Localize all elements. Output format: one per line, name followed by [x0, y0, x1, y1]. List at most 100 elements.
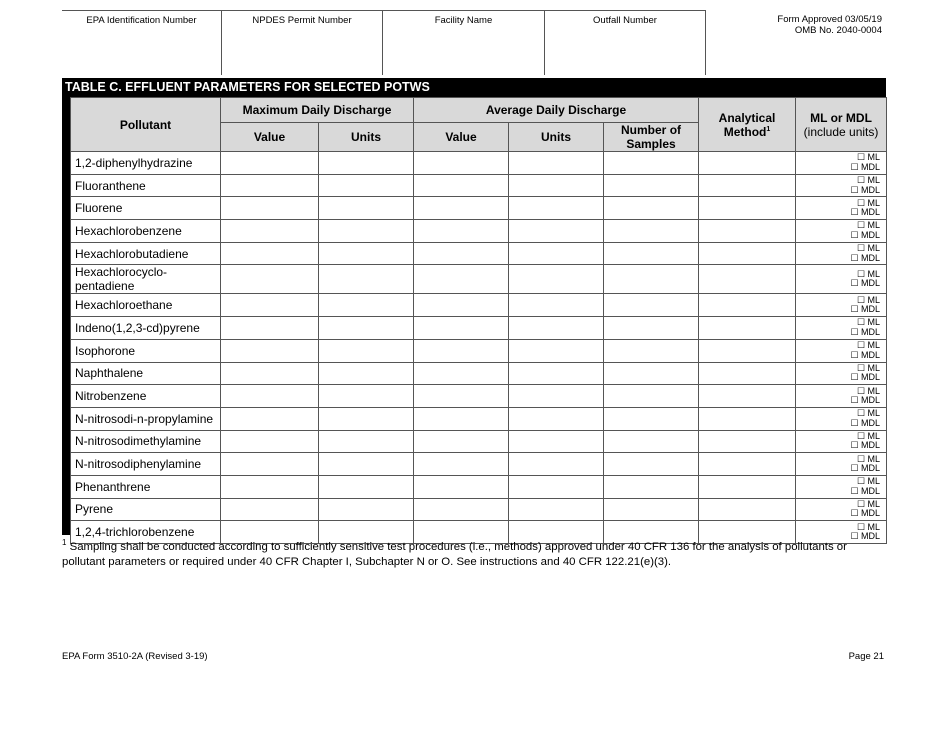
ml-checkbox[interactable]: ☐ ML — [856, 362, 881, 373]
max-value-cell[interactable] — [220, 173, 319, 198]
avg-value-cell[interactable] — [413, 474, 510, 499]
max-units-cell[interactable] — [317, 474, 415, 499]
avg-value-cell[interactable] — [413, 452, 510, 476]
avg-units-cell[interactable] — [508, 196, 605, 221]
analytical-method-cell[interactable] — [698, 406, 797, 431]
num-samples-cell[interactable] — [603, 264, 700, 295]
num-samples-cell[interactable] — [603, 338, 700, 363]
max-units-cell[interactable] — [317, 429, 415, 454]
avg-value-cell[interactable] — [413, 241, 510, 266]
analytical-method-cell[interactable] — [698, 196, 797, 221]
ml-checkbox[interactable]: ☐ ML — [856, 340, 881, 351]
num-samples-cell[interactable] — [603, 384, 700, 408]
avg-value-cell[interactable] — [413, 173, 510, 198]
mdl-checkbox[interactable]: ☐ MDL — [850, 207, 881, 218]
analytical-method-cell[interactable] — [698, 241, 797, 266]
max-value-cell[interactable] — [220, 293, 319, 318]
max-value-cell[interactable] — [220, 151, 319, 175]
avg-units-cell[interactable] — [508, 406, 605, 431]
avg-value-cell[interactable] — [413, 429, 510, 454]
ml-checkbox[interactable]: ☐ ML — [856, 243, 881, 254]
max-value-cell[interactable] — [220, 384, 319, 408]
ml-checkbox[interactable]: ☐ ML — [856, 197, 881, 208]
avg-units-cell[interactable] — [508, 497, 605, 522]
max-units-cell[interactable] — [317, 196, 415, 221]
avg-units-cell[interactable] — [508, 338, 605, 363]
analytical-method-cell[interactable] — [698, 474, 797, 499]
facility-name-field[interactable]: Facility Name — [383, 11, 545, 75]
ml-checkbox[interactable]: ☐ ML — [856, 152, 881, 163]
avg-value-cell[interactable] — [413, 384, 510, 408]
num-samples-cell[interactable] — [603, 452, 700, 476]
outfall-number-field[interactable]: Outfall Number — [545, 11, 706, 75]
max-value-cell[interactable] — [220, 338, 319, 363]
mdl-checkbox[interactable]: ☐ MDL — [850, 278, 881, 289]
max-units-cell[interactable] — [317, 406, 415, 431]
mdl-checkbox[interactable]: ☐ MDL — [850, 252, 881, 263]
mdl-checkbox[interactable]: ☐ MDL — [850, 395, 881, 406]
max-units-cell[interactable] — [317, 361, 415, 386]
mdl-checkbox[interactable]: ☐ MDL — [850, 417, 881, 428]
mdl-checkbox[interactable]: ☐ MDL — [850, 229, 881, 240]
ml-checkbox[interactable]: ☐ ML — [856, 317, 881, 328]
ml-checkbox[interactable]: ☐ ML — [856, 294, 881, 305]
avg-units-cell[interactable] — [508, 452, 605, 476]
num-samples-cell[interactable] — [603, 316, 700, 340]
avg-value-cell[interactable] — [413, 316, 510, 340]
max-value-cell[interactable] — [220, 316, 319, 340]
analytical-method-cell[interactable] — [698, 361, 797, 386]
num-samples-cell[interactable] — [603, 497, 700, 522]
max-units-cell[interactable] — [317, 293, 415, 318]
max-value-cell[interactable] — [220, 497, 319, 522]
ml-checkbox[interactable]: ☐ ML — [856, 476, 881, 487]
avg-units-cell[interactable] — [508, 361, 605, 386]
mdl-checkbox[interactable]: ☐ MDL — [850, 440, 881, 451]
max-units-cell[interactable] — [317, 264, 415, 295]
avg-value-cell[interactable] — [413, 293, 510, 318]
avg-value-cell[interactable] — [413, 361, 510, 386]
avg-units-cell[interactable] — [508, 474, 605, 499]
avg-units-cell[interactable] — [508, 429, 605, 454]
mdl-checkbox[interactable]: ☐ MDL — [850, 508, 881, 519]
mdl-checkbox[interactable]: ☐ MDL — [850, 184, 881, 195]
ml-checkbox[interactable]: ☐ ML — [856, 498, 881, 509]
analytical-method-cell[interactable] — [698, 264, 797, 295]
max-units-cell[interactable] — [317, 520, 415, 544]
ml-checkbox[interactable]: ☐ ML — [856, 408, 881, 419]
num-samples-cell[interactable] — [603, 429, 700, 454]
analytical-method-cell[interactable] — [698, 173, 797, 198]
mdl-checkbox[interactable]: ☐ MDL — [850, 304, 881, 315]
mdl-checkbox[interactable]: ☐ MDL — [850, 349, 881, 360]
ml-checkbox[interactable]: ☐ ML — [856, 220, 881, 231]
avg-value-cell[interactable] — [413, 219, 510, 243]
avg-units-cell[interactable] — [508, 384, 605, 408]
ml-checkbox[interactable]: ☐ ML — [856, 453, 881, 464]
avg-units-cell[interactable] — [508, 151, 605, 175]
analytical-method-cell[interactable] — [698, 219, 797, 243]
num-samples-cell[interactable] — [603, 241, 700, 266]
avg-units-cell[interactable] — [508, 264, 605, 295]
avg-value-cell[interactable] — [413, 151, 510, 175]
avg-units-cell[interactable] — [508, 219, 605, 243]
max-units-cell[interactable] — [317, 219, 415, 243]
npdes-permit-field[interactable]: NPDES Permit Number — [222, 11, 383, 75]
analytical-method-cell[interactable] — [698, 452, 797, 476]
mdl-checkbox[interactable]: ☐ MDL — [850, 161, 881, 172]
avg-value-cell[interactable] — [413, 338, 510, 363]
num-samples-cell[interactable] — [603, 474, 700, 499]
epa-id-field[interactable]: EPA Identification Number — [62, 11, 222, 75]
max-value-cell[interactable] — [220, 429, 319, 454]
max-value-cell[interactable] — [220, 241, 319, 266]
ml-checkbox[interactable]: ☐ ML — [856, 175, 881, 186]
mdl-checkbox[interactable]: ☐ MDL — [850, 531, 881, 542]
ml-checkbox[interactable]: ☐ ML — [856, 430, 881, 441]
max-units-cell[interactable] — [317, 241, 415, 266]
num-samples-cell[interactable] — [603, 173, 700, 198]
mdl-checkbox[interactable]: ☐ MDL — [850, 463, 881, 474]
max-units-cell[interactable] — [317, 497, 415, 522]
avg-units-cell[interactable] — [508, 173, 605, 198]
max-units-cell[interactable] — [317, 452, 415, 476]
max-units-cell[interactable] — [317, 384, 415, 408]
max-value-cell[interactable] — [220, 406, 319, 431]
mdl-checkbox[interactable]: ☐ MDL — [850, 485, 881, 496]
